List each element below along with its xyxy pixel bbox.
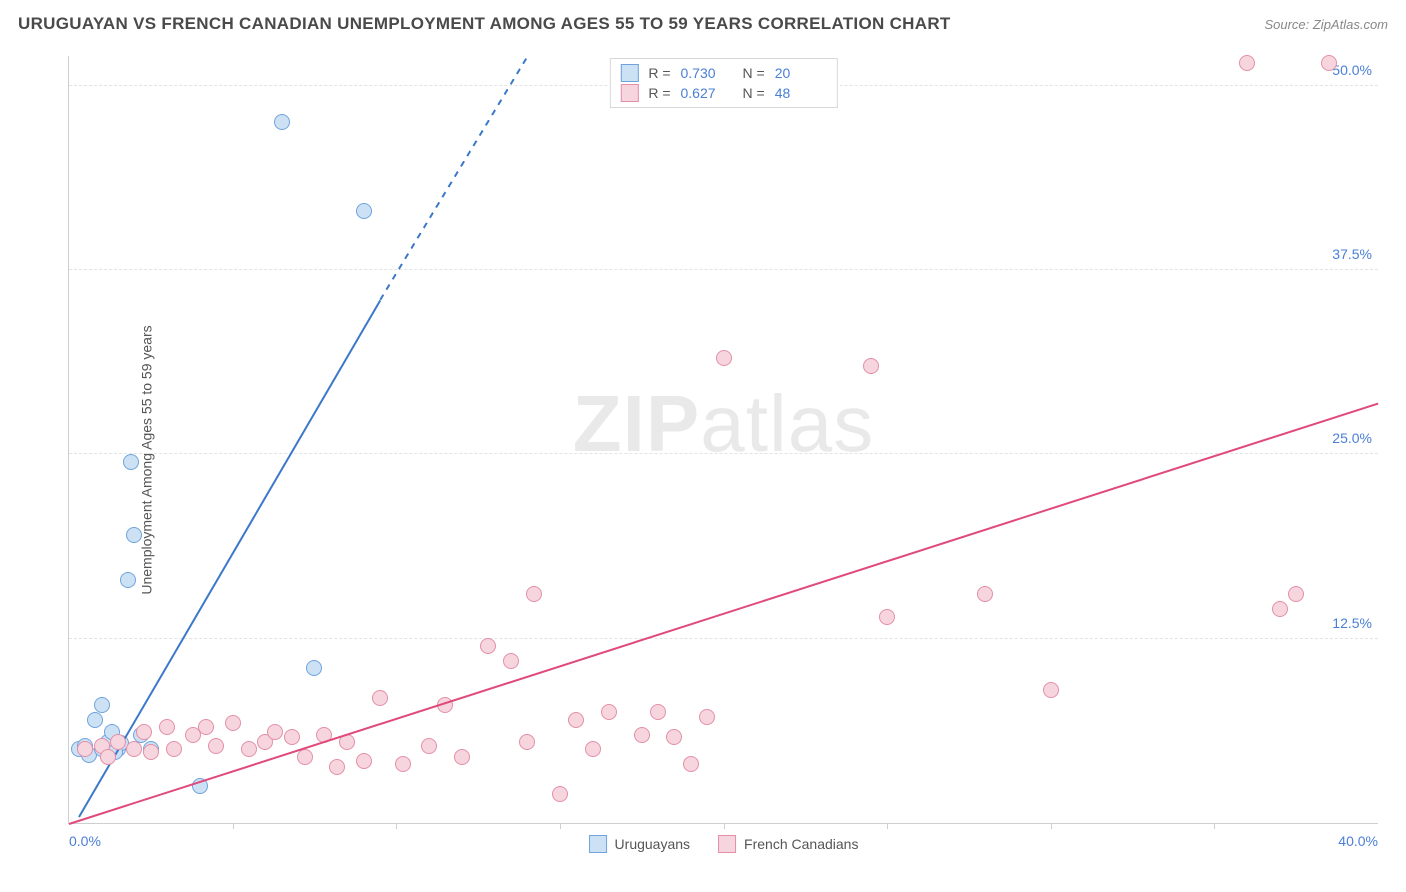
chart-container: Unemployment Among Ages 55 to 59 years Z…	[18, 46, 1388, 874]
y-tick-label: 50.0%	[1332, 62, 1372, 78]
gridline	[69, 269, 1378, 270]
legend-swatch	[620, 84, 638, 102]
data-point	[863, 358, 879, 374]
data-point	[110, 734, 126, 750]
legend-n-label: N =	[743, 65, 765, 81]
legend-swatch	[718, 835, 736, 853]
data-point	[650, 704, 666, 720]
legend-r-value: 0.730	[681, 65, 733, 81]
data-point	[568, 712, 584, 728]
data-point	[601, 704, 617, 720]
legend-series-name: Uruguayans	[615, 836, 691, 852]
watermark: ZIPatlas	[573, 378, 874, 470]
data-point	[526, 586, 542, 602]
chart-source: Source: ZipAtlas.com	[1264, 17, 1388, 32]
y-tick-label: 25.0%	[1332, 430, 1372, 446]
data-point	[94, 697, 110, 713]
data-point	[454, 749, 470, 765]
x-tick-mark	[724, 823, 725, 829]
legend-r-label: R =	[648, 65, 670, 81]
x-min-label: 0.0%	[69, 833, 101, 849]
data-point	[208, 738, 224, 754]
data-point	[225, 715, 241, 731]
trendline	[69, 403, 1379, 825]
data-point	[100, 749, 116, 765]
x-tick-mark	[396, 823, 397, 829]
legend-swatch	[589, 835, 607, 853]
y-tick-label: 37.5%	[1332, 246, 1372, 262]
data-point	[329, 759, 345, 775]
data-point	[552, 786, 568, 802]
legend-r-label: R =	[648, 85, 670, 101]
data-point	[1288, 586, 1304, 602]
data-point	[356, 203, 372, 219]
trendline-dashed	[379, 56, 528, 300]
data-point	[120, 572, 136, 588]
legend-item: Uruguayans	[589, 835, 691, 853]
data-point	[159, 719, 175, 735]
data-point	[683, 756, 699, 772]
data-point	[123, 454, 139, 470]
x-tick-mark	[233, 823, 234, 829]
data-point	[395, 756, 411, 772]
gridline	[69, 453, 1378, 454]
data-point	[879, 609, 895, 625]
data-point	[241, 741, 257, 757]
data-point	[666, 729, 682, 745]
data-point	[274, 114, 290, 130]
data-point	[126, 527, 142, 543]
data-point	[143, 744, 159, 760]
data-point	[1321, 55, 1337, 71]
x-tick-mark	[887, 823, 888, 829]
gridline	[69, 638, 1378, 639]
legend-n-value: 48	[775, 85, 827, 101]
x-max-label: 40.0%	[1338, 833, 1378, 849]
data-point	[284, 729, 300, 745]
legend-row: R = 0.730 N = 20	[620, 63, 826, 83]
plot-area: ZIPatlas R =0.730N =20R =0.627N =48 Urug…	[68, 56, 1378, 824]
data-point	[503, 653, 519, 669]
data-point	[1272, 601, 1288, 617]
data-point	[585, 741, 601, 757]
data-point	[87, 712, 103, 728]
data-point	[977, 586, 993, 602]
data-point	[716, 350, 732, 366]
x-tick-mark	[560, 823, 561, 829]
legend-swatch	[620, 64, 638, 82]
data-point	[480, 638, 496, 654]
legend-r-value: 0.627	[681, 85, 733, 101]
data-point	[267, 724, 283, 740]
legend-item: French Canadians	[718, 835, 858, 853]
legend-n-value: 20	[775, 65, 827, 81]
data-point	[1043, 682, 1059, 698]
data-point	[421, 738, 437, 754]
data-point	[634, 727, 650, 743]
correlation-legend: R = 0.730 N = 20 R = 0.627 N = 48	[609, 58, 837, 108]
data-point	[198, 719, 214, 735]
x-tick-mark	[1051, 823, 1052, 829]
x-tick-mark	[1214, 823, 1215, 829]
legend-n-label: N =	[743, 85, 765, 101]
data-point	[519, 734, 535, 750]
data-point	[372, 690, 388, 706]
data-point	[699, 709, 715, 725]
data-point	[136, 724, 152, 740]
chart-title: URUGUAYAN VS FRENCH CANADIAN UNEMPLOYMEN…	[18, 14, 951, 34]
data-point	[1239, 55, 1255, 71]
data-point	[356, 753, 372, 769]
watermark-bold: ZIP	[573, 379, 700, 468]
legend-series-name: French Canadians	[744, 836, 858, 852]
watermark-light: atlas	[700, 379, 874, 468]
series-legend: Uruguayans French Canadians	[589, 835, 859, 853]
data-point	[126, 741, 142, 757]
data-point	[306, 660, 322, 676]
legend-row: R = 0.627 N = 48	[620, 83, 826, 103]
data-point	[77, 741, 93, 757]
data-point	[166, 741, 182, 757]
y-tick-label: 12.5%	[1332, 615, 1372, 631]
